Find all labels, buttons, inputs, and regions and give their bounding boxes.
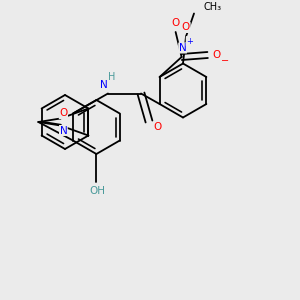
Text: O: O [172,18,180,28]
Text: OH: OH [89,186,105,196]
Text: H: H [108,71,116,82]
Text: N: N [59,125,67,136]
Text: CH₃: CH₃ [204,2,222,11]
Text: O: O [182,22,190,32]
Text: O: O [154,122,162,131]
Text: N: N [100,80,108,89]
Text: O: O [59,109,68,118]
Text: +: + [186,37,193,46]
Text: −: − [220,56,229,66]
Text: N: N [179,43,187,53]
Text: O: O [212,50,221,60]
